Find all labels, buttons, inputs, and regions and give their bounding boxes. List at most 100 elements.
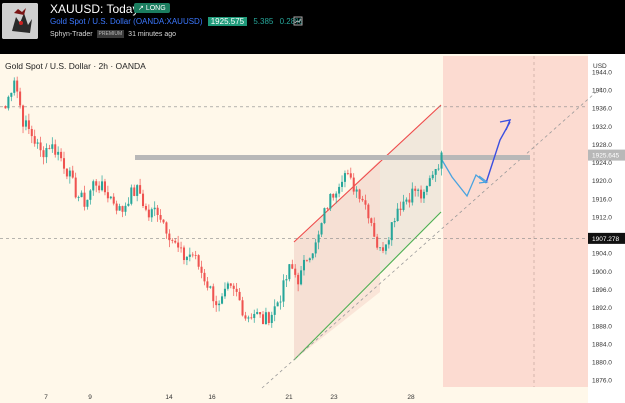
- candle: [314, 238, 317, 258]
- candle-body: [194, 254, 197, 256]
- candle-body: [150, 209, 153, 218]
- candle: [68, 167, 71, 184]
- candle-body: [7, 96, 10, 109]
- candle-body: [326, 208, 329, 209]
- candle: [51, 137, 54, 153]
- published-time: 31 minutes ago: [128, 31, 177, 38]
- x-tick-label: 9: [88, 394, 92, 401]
- candle: [92, 179, 95, 196]
- candle-body: [159, 215, 162, 220]
- price-chart[interactable]: 1944.0 1940.0 1936.0 1932.0 1928.0 1924.0 1920…: [0, 54, 625, 403]
- candle-body: [197, 255, 200, 267]
- candle: [185, 255, 188, 266]
- candle: [127, 197, 130, 207]
- candle-body: [311, 253, 314, 259]
- candle: [136, 184, 139, 202]
- y-tick-label: 1912.0: [592, 214, 612, 221]
- candle-body: [247, 317, 250, 319]
- candle-body: [74, 177, 77, 198]
- resistance-band[interactable]: [135, 155, 530, 160]
- candle-body: [329, 193, 332, 209]
- forecast-path-1: [441, 159, 487, 198]
- candle: [209, 285, 212, 289]
- candle-body: [19, 91, 22, 106]
- candle: [24, 115, 27, 131]
- candle-body: [106, 192, 109, 199]
- candle-body: [206, 281, 209, 288]
- channel-upper-line[interactable]: [293, 104, 442, 243]
- candle-body: [332, 193, 335, 198]
- price-badge: 1925.575: [207, 17, 248, 26]
- candle: [232, 283, 235, 296]
- candle: [253, 309, 256, 323]
- candle: [229, 283, 232, 289]
- candle: [329, 193, 332, 212]
- candle: [431, 171, 434, 180]
- candle: [235, 282, 238, 297]
- currency-label: USD: [593, 63, 607, 70]
- candle-body: [24, 120, 27, 127]
- candle-body: [57, 151, 60, 155]
- candle-body: [323, 208, 326, 224]
- candle-body: [10, 92, 13, 97]
- candle: [408, 193, 411, 208]
- price-label-bg: [588, 149, 625, 161]
- candle-body: [405, 199, 408, 202]
- candle-body: [98, 185, 101, 191]
- candle: [65, 168, 68, 180]
- candle-body: [147, 209, 150, 218]
- candle: [141, 189, 145, 209]
- candle: [414, 185, 417, 197]
- channel-lower-line[interactable]: [293, 211, 442, 361]
- candle-body: [376, 236, 379, 248]
- candle-body: [16, 80, 19, 92]
- candle: [422, 189, 426, 204]
- candle-body: [118, 206, 121, 211]
- y-tick-label: 1920.0: [592, 178, 612, 185]
- candle: [150, 207, 153, 222]
- y-tick-label: 1876.0: [592, 378, 612, 385]
- candle-body: [77, 197, 80, 198]
- candle-body: [185, 256, 188, 261]
- candle-body: [200, 266, 203, 273]
- candle-body: [232, 285, 235, 289]
- candle-body: [109, 196, 112, 199]
- candle-body: [381, 247, 385, 251]
- axis-unit: USD: [593, 63, 607, 70]
- candle: [4, 105, 7, 109]
- candle: [267, 311, 270, 326]
- candle: [21, 104, 25, 134]
- chart-icon[interactable]: [293, 16, 303, 26]
- candle: [250, 313, 253, 320]
- candle: [247, 315, 250, 323]
- candle-body: [226, 283, 229, 289]
- symbol-source-link[interactable]: (OANDA:XAUUSD): [133, 17, 203, 26]
- candle-body: [338, 186, 341, 194]
- candle-body: [92, 181, 95, 191]
- candle: [291, 259, 294, 270]
- candle: [130, 184, 133, 206]
- candle-body: [361, 198, 364, 201]
- candle-body: [133, 187, 136, 196]
- author-name[interactable]: Sphyn-Trader: [50, 31, 93, 38]
- candle-body: [71, 170, 74, 178]
- candle: [42, 146, 45, 165]
- candle-body: [115, 203, 118, 211]
- candle-body: [33, 136, 36, 144]
- candle-body: [48, 148, 51, 149]
- candle-body: [352, 177, 355, 192]
- candle-body: [13, 80, 16, 93]
- candle: [36, 138, 39, 149]
- candle: [171, 238, 174, 244]
- candle: [30, 125, 33, 144]
- candle: [367, 203, 370, 224]
- candle-body: [65, 168, 68, 177]
- candle: [7, 95, 10, 111]
- candle: [60, 148, 63, 162]
- author-avatar[interactable]: [2, 3, 38, 39]
- candle: [10, 92, 13, 102]
- candle-body: [241, 300, 244, 316]
- candle-body: [308, 258, 311, 261]
- symbol-name-link[interactable]: Gold Spot / U.S. Dollar: [50, 17, 131, 26]
- candle: [241, 296, 244, 317]
